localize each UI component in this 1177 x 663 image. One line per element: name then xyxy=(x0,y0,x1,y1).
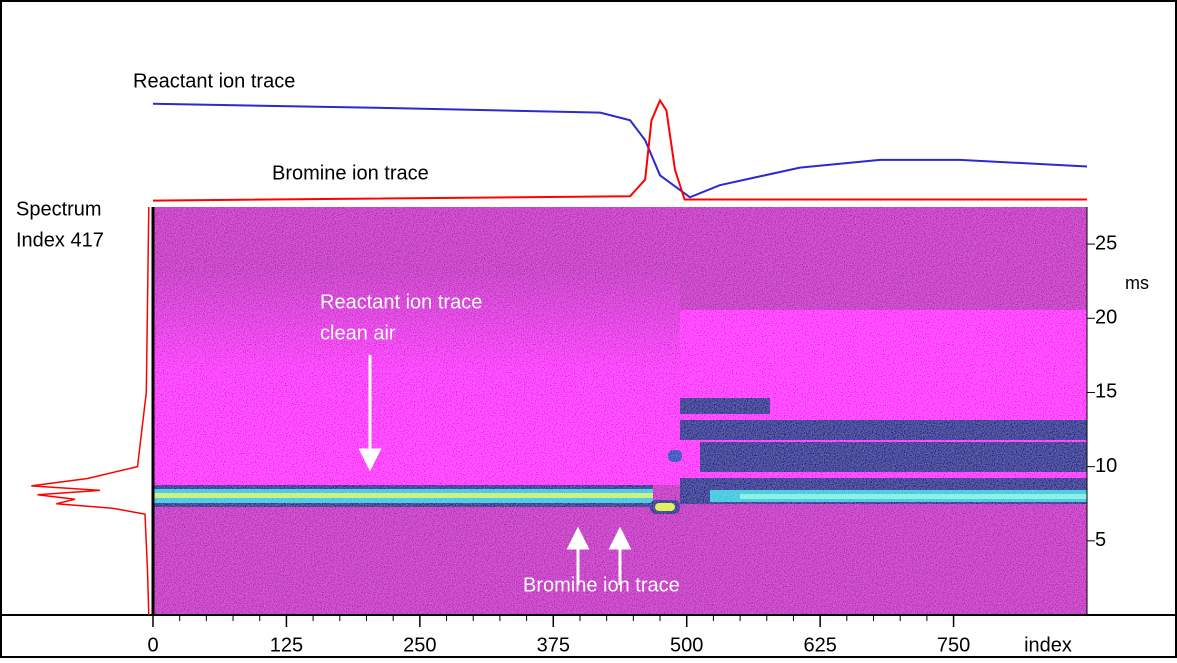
x-tick-label: 0 xyxy=(147,634,158,656)
x-axis-label: index xyxy=(1024,634,1072,656)
x-tick-label: 500 xyxy=(670,634,703,656)
trace-line xyxy=(152,98,1087,202)
y-tick-label: 20 xyxy=(1095,307,1117,329)
spectrum-label: Spectrum xyxy=(16,198,102,220)
x-tick-label: 375 xyxy=(537,634,570,656)
trace-label: Reactant ion trace xyxy=(133,70,295,92)
y-tick-label: 15 xyxy=(1095,381,1117,403)
y-tick-label: 10 xyxy=(1095,455,1117,477)
x-tick-label: 125 xyxy=(270,634,303,656)
x-tick-label: 750 xyxy=(937,634,970,656)
annotation: Bromine ion trace xyxy=(523,574,680,596)
y-axis-label: ms xyxy=(1125,273,1149,293)
y-tick-label: 5 xyxy=(1095,529,1106,551)
y-tick-label: 25 xyxy=(1095,232,1117,254)
arrows xyxy=(358,355,632,585)
trace-line xyxy=(152,102,1088,199)
annotation: Reactant ion trace xyxy=(320,291,482,313)
spectrum-label: Index 417 xyxy=(16,229,104,251)
annotation: clean air xyxy=(320,322,396,344)
trace-label: Bromine ion trace xyxy=(272,162,429,184)
x-tick-label: 250 xyxy=(403,634,436,656)
spectrum-line xyxy=(31,206,150,616)
x-tick-label: 625 xyxy=(803,634,836,656)
